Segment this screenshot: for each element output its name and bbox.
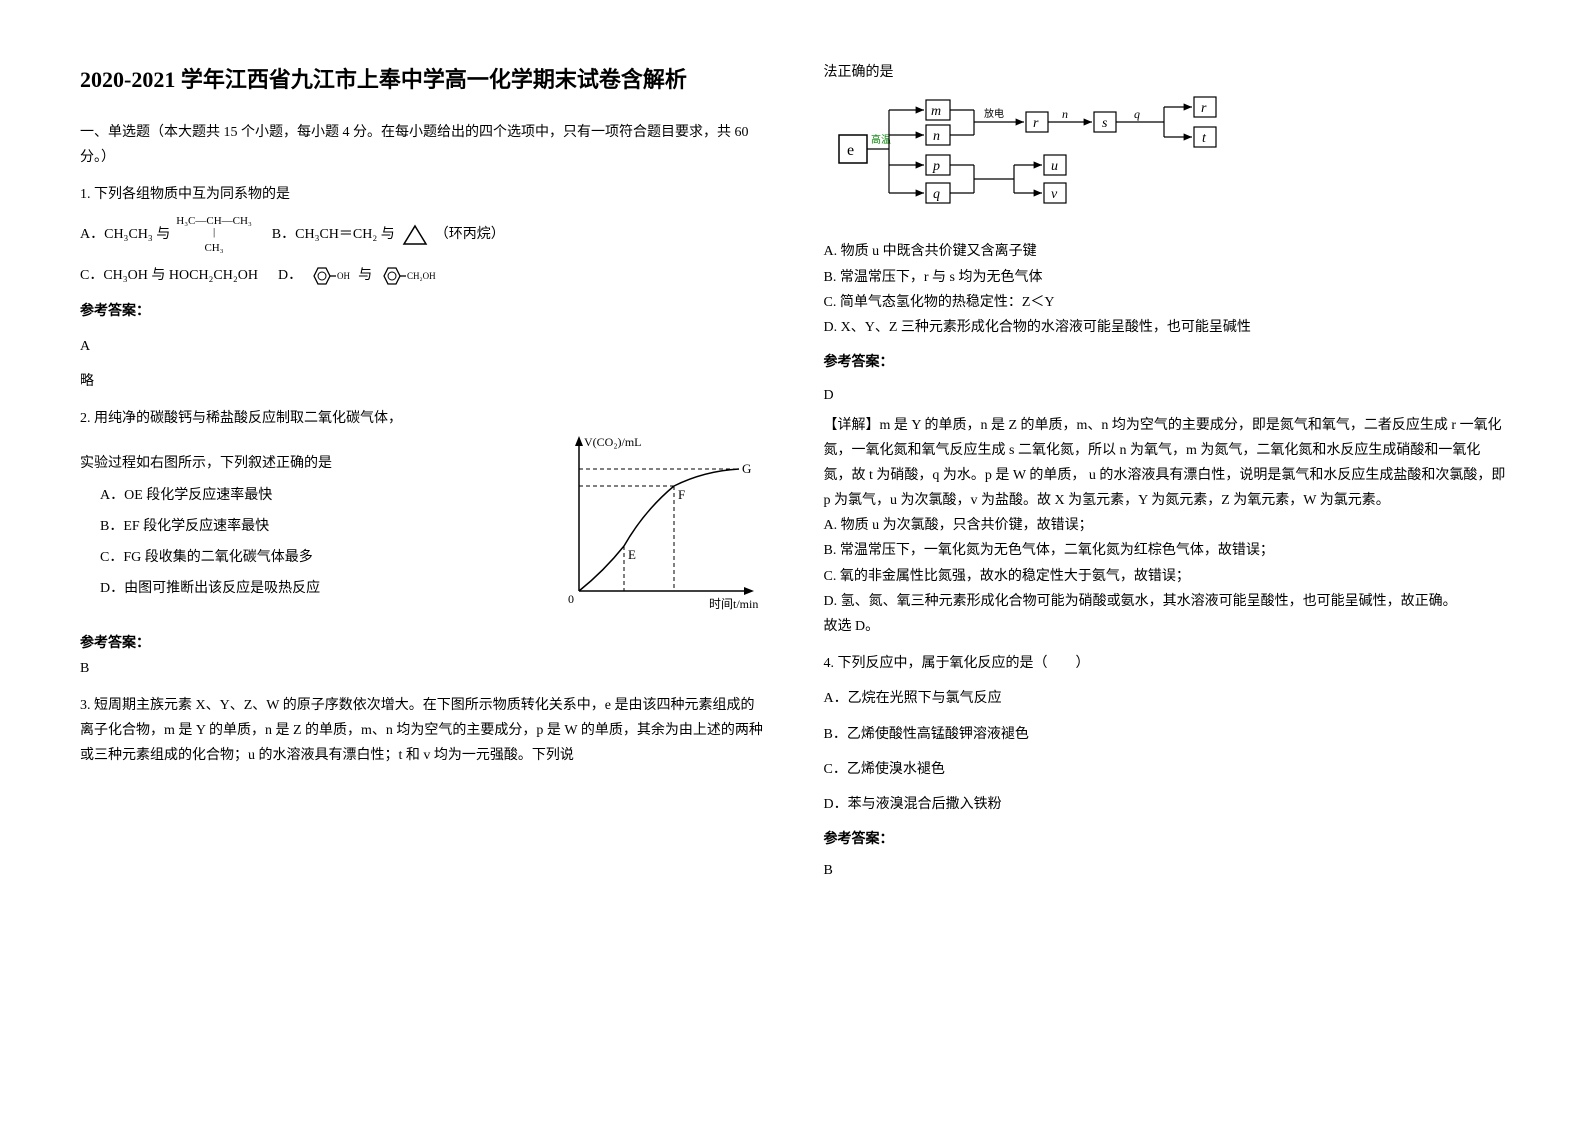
xlabel: 时间t/min: [709, 597, 758, 611]
q3-explain-b: B. 常温常压下，一氧化氮为无色气体，二氧化氮为红棕色气体，故错误；: [824, 538, 1508, 563]
q3-answer-label: 参考答案：: [824, 350, 1508, 375]
benzene-oh-icon: OH: [308, 263, 352, 289]
fc-r: r: [1033, 116, 1039, 131]
point-G: G: [742, 461, 751, 476]
fc-u: u: [1051, 159, 1058, 174]
benzene-ch2oh-icon: CH₂OH: [378, 263, 438, 289]
q3-explain: 【详解】m 是 Y 的单质，n 是 Z 的单质，m、n 均为空气的主要成分，即是…: [824, 413, 1508, 514]
q2-answer: B: [80, 656, 764, 681]
q4-option-b: B．乙烯使酸性高锰酸钾溶液褪色: [824, 722, 1508, 747]
q1-stem: 1. 下列各组物质中互为同系物的是: [80, 182, 764, 207]
q1-option-b: B．CH₃CH＝CH₂ 与 （环丙烷）: [272, 222, 505, 247]
q3-explain-a: A. 物质 u 为次氯酸，只含共价键，故错误；: [824, 513, 1508, 538]
q4-answer: B: [824, 858, 1508, 883]
q1-optB-text: B．CH₃CH＝CH₂ 与: [272, 222, 395, 247]
q2-graph: V(CO₂)/mL 时间t/min 0 E F G: [554, 431, 764, 620]
q4-option-c: C．乙烯使溴水褪色: [824, 757, 1508, 782]
ch2oh-label: CH₂OH: [407, 271, 436, 281]
q1-optA-structure: H₃C—CH—CH₃ | CH₃: [176, 215, 252, 255]
q3-option-c: C. 简单气态氢化物的热稳定性：Z＜Y: [824, 290, 1508, 315]
oh-label: OH: [337, 271, 350, 281]
cyclopropane-icon: [401, 223, 429, 247]
q1-optB-suffix: （环丙烷）: [435, 222, 505, 247]
q1-option-a: A．CH₃CH₃ 与 H₃C—CH—CH₃ | CH₃: [80, 215, 252, 255]
fc-v: v: [1051, 187, 1058, 202]
q3-option-a: A. 物质 u 中既含共价键又含离子键: [824, 239, 1508, 264]
q3-conclusion: 故选 D。: [824, 614, 1508, 639]
q3-answer: D: [824, 383, 1508, 408]
ylabel: V(CO₂)/mL: [584, 435, 642, 449]
q4-option-d: D．苯与液溴混合后撒入铁粉: [824, 792, 1508, 817]
q3-stem-part2: 法正确的是: [824, 60, 1508, 85]
q1-optD-prefix: D．: [278, 263, 302, 288]
left-column: 2020-2021 学年江西省九江市上奉中学高一化学期末试卷含解析 一、单选题（…: [80, 60, 764, 896]
q4-answer-label: 参考答案：: [824, 827, 1508, 852]
q4-stem: 4. 下列反应中，属于氧化反应的是（ ）: [824, 651, 1508, 676]
q1-note: 略: [80, 369, 764, 394]
q1-answer: A: [80, 334, 764, 359]
fc-n: n: [933, 129, 940, 144]
q1-optD-mid: 与: [358, 263, 372, 288]
q3-flowchart: e 高温 m n p q: [834, 95, 1508, 224]
q1-answer-label: 参考答案：: [80, 299, 764, 324]
right-column: 法正确的是 e 高温 m: [824, 60, 1508, 896]
q1-options-row1: A．CH₃CH₃ 与 H₃C—CH—CH₃ | CH₃ B．CH₃CH＝CH₂ …: [80, 215, 764, 255]
question-4: 4. 下列反应中，属于氧化反应的是（ ） A．乙烷在光照下与氯气反应 B．乙烯使…: [824, 651, 1508, 883]
fc-discharge: 放电: [984, 107, 1004, 120]
fc-q-arrow: q: [1134, 107, 1140, 121]
origin-label: 0: [568, 592, 574, 606]
question-1: 1. 下列各组物质中互为同系物的是 A．CH₃CH₃ 与 H₃C—CH—CH₃ …: [80, 182, 764, 394]
q1-optA-prefix: A．CH₃CH₃ 与: [80, 222, 170, 247]
q4-option-a: A．乙烷在光照下与氯气反应: [824, 686, 1508, 711]
q2-stem: 2. 用纯净的碳酸钙与稀盐酸反应制取二氧化碳气体，: [80, 406, 764, 431]
q3-explain-d: D. 氢、氮、氧三种元素形成化合物可能为硝酸或氨水，其水溶液可能呈酸性，也可能呈…: [824, 589, 1508, 614]
exam-title: 2020-2021 学年江西省九江市上奉中学高一化学期末试卷含解析: [80, 60, 764, 100]
q1-options-row2: C．CH₃OH 与 HOCH₂CH₂OH D． OH 与: [80, 263, 764, 289]
q1-option-d: D． OH 与 CH₂OH: [278, 263, 438, 289]
fc-q: q: [933, 187, 940, 202]
q3-stem-part1: 3. 短周期主族元素 X、Y、Z、W 的原子序数依次增大。在下图所示物质转化关系…: [80, 693, 764, 769]
fc-p: p: [932, 159, 940, 174]
fc-m: m: [931, 104, 941, 119]
fc-n-arrow: n: [1062, 107, 1068, 121]
fc-s: s: [1102, 116, 1108, 131]
exam-page: 2020-2021 学年江西省九江市上奉中学高一化学期末试卷含解析 一、单选题（…: [80, 60, 1507, 896]
section-header: 一、单选题（本大题共 15 个小题，每小题 4 分。在每小题给出的四个选项中，只…: [80, 120, 764, 170]
q2-answer-label: 参考答案：: [80, 631, 764, 656]
fc-hightemp: 高温: [871, 133, 891, 146]
q1-option-c: C．CH₃OH 与 HOCH₂CH₂OH: [80, 263, 258, 288]
point-E: E: [628, 547, 636, 562]
q1-optC-text: C．CH₃OH 与 HOCH₂CH₂OH: [80, 263, 258, 288]
q3-option-d: D. X、Y、Z 三种元素形成化合物的水溶液可能呈酸性，也可能呈碱性: [824, 315, 1508, 340]
fc-r2: r: [1201, 101, 1207, 116]
q1-optA-top: H₃C—CH—CH₃: [176, 215, 252, 227]
q3-explain-c: C. 氧的非金属性比氮强，故水的稳定性大于氨气，故错误；: [824, 564, 1508, 589]
q1-optA-bot: CH₃: [204, 242, 223, 254]
q3-option-b: B. 常温常压下，r 与 s 均为无色气体: [824, 265, 1508, 290]
fc-e: e: [847, 142, 854, 159]
point-F: F: [678, 487, 685, 502]
question-2: 2. 用纯净的碳酸钙与稀盐酸反应制取二氧化碳气体， V(CO₂)/mL 时间t/…: [80, 406, 764, 681]
